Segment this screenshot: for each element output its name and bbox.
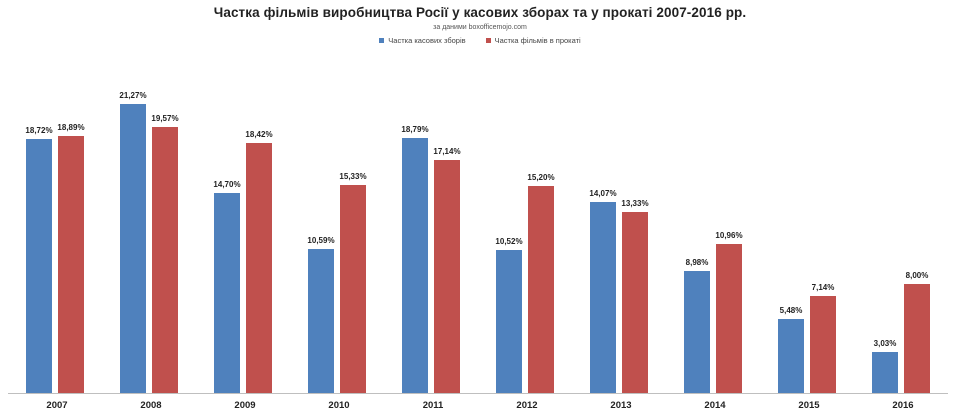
data-label: 7,14% [811, 283, 835, 292]
bar-group-2014: 8,98% 10,96% [668, 60, 762, 393]
plot-area: 18,72% 18,89% 21,27% 19,57% 14,70% 18,42% 10,5… [10, 60, 950, 393]
data-label: 13,33% [621, 198, 649, 208]
data-label: 15,33% [339, 171, 367, 181]
legend-swatch-blue-icon [379, 38, 385, 43]
bar-box-office-2013 [590, 201, 616, 393]
x-tick-label: 2014 [704, 400, 726, 411]
data-label: 10,96% [715, 231, 743, 241]
legend-item-box-office: Частка касових зборів [379, 36, 466, 45]
bar-distribution-2011 [434, 160, 460, 393]
data-label: 8,00% [905, 271, 929, 281]
bar-box-office-2010 [308, 249, 334, 393]
data-label: 18,42% [245, 129, 273, 139]
x-tick-label: 2011 [422, 400, 444, 411]
bar-distribution-2014 [716, 244, 742, 393]
data-label: 5,48% [779, 305, 803, 315]
data-label: 14,70% [213, 180, 241, 190]
bar-distribution-2009 [246, 142, 272, 393]
bar-distribution-2012 [528, 186, 554, 393]
x-tick-label: 2008 [140, 400, 162, 411]
x-axis-line [8, 393, 948, 394]
x-tick-label: 2013 [610, 400, 632, 411]
bar-group-2012: 10,52% 15,20% [480, 60, 574, 393]
x-tick-label: 2009 [234, 400, 256, 411]
x-tick-label: 2015 [798, 400, 820, 411]
bar-box-office-2008 [120, 104, 146, 393]
bar-box-office-2012 [496, 250, 522, 393]
legend-label: Частка фільмів в прокаті [494, 36, 581, 45]
legend-swatch-red-icon [485, 38, 491, 43]
bar-distribution-2010 [340, 184, 366, 393]
bar-box-office-2007 [26, 138, 52, 393]
x-tick-label: 2010 [328, 400, 350, 411]
bar-distribution-2016 [904, 284, 930, 393]
bar-box-office-2011 [402, 137, 428, 393]
bar-group-2013: 14,07% 13,33% [574, 60, 668, 393]
legend-item-distribution: Частка фільмів в прокаті [485, 36, 581, 45]
x-tick-label: 2007 [46, 400, 68, 411]
data-label: 15,20% [527, 173, 555, 183]
bar-distribution-2008 [152, 127, 178, 393]
chart-subtitle: за даними boxofficemojo.com [433, 24, 527, 31]
data-label: 14,07% [589, 188, 617, 198]
data-label: 18,79% [401, 124, 429, 134]
bar-box-office-2016 [872, 351, 898, 393]
chart-title: Частка фільмів виробництва Росії у касов… [213, 5, 747, 20]
bar-group-2015: 5,48% 7,14% [762, 60, 856, 393]
bar-group-2016: 3,03% 8,00% [856, 60, 950, 393]
bar-distribution-2015 [810, 296, 836, 393]
data-label: 3,03% [873, 338, 897, 348]
bar-box-office-2015 [778, 318, 804, 393]
bar-box-office-2014 [684, 271, 710, 393]
bar-distribution-2013 [622, 211, 648, 393]
data-label: 19,57% [151, 114, 179, 124]
data-label: 17,14% [433, 147, 461, 157]
data-label: 21,27% [119, 91, 147, 100]
data-label: 10,52% [495, 237, 523, 247]
data-label: 18,89% [57, 123, 85, 133]
bar-group-2011: 18,79% 17,14% [386, 60, 480, 393]
bar-distribution-2007 [58, 136, 84, 393]
bar-group-2007: 18,72% 18,89% [10, 60, 104, 393]
bar-box-office-2009 [214, 193, 240, 393]
data-label: 10,59% [307, 236, 335, 246]
bar-group-2009: 14,70% 18,42% [198, 60, 292, 393]
legend: Частка касових зборів Частка фільмів в п… [0, 36, 960, 45]
legend-label: Частка касових зборів [388, 36, 466, 45]
data-label: 8,98% [685, 258, 709, 267]
x-tick-label: 2016 [892, 400, 914, 411]
x-tick-label: 2012 [516, 400, 538, 411]
data-label: 18,72% [25, 125, 53, 135]
bar-group-2008: 21,27% 19,57% [104, 60, 198, 393]
bar-group-2010: 10,59% 15,33% [292, 60, 386, 393]
